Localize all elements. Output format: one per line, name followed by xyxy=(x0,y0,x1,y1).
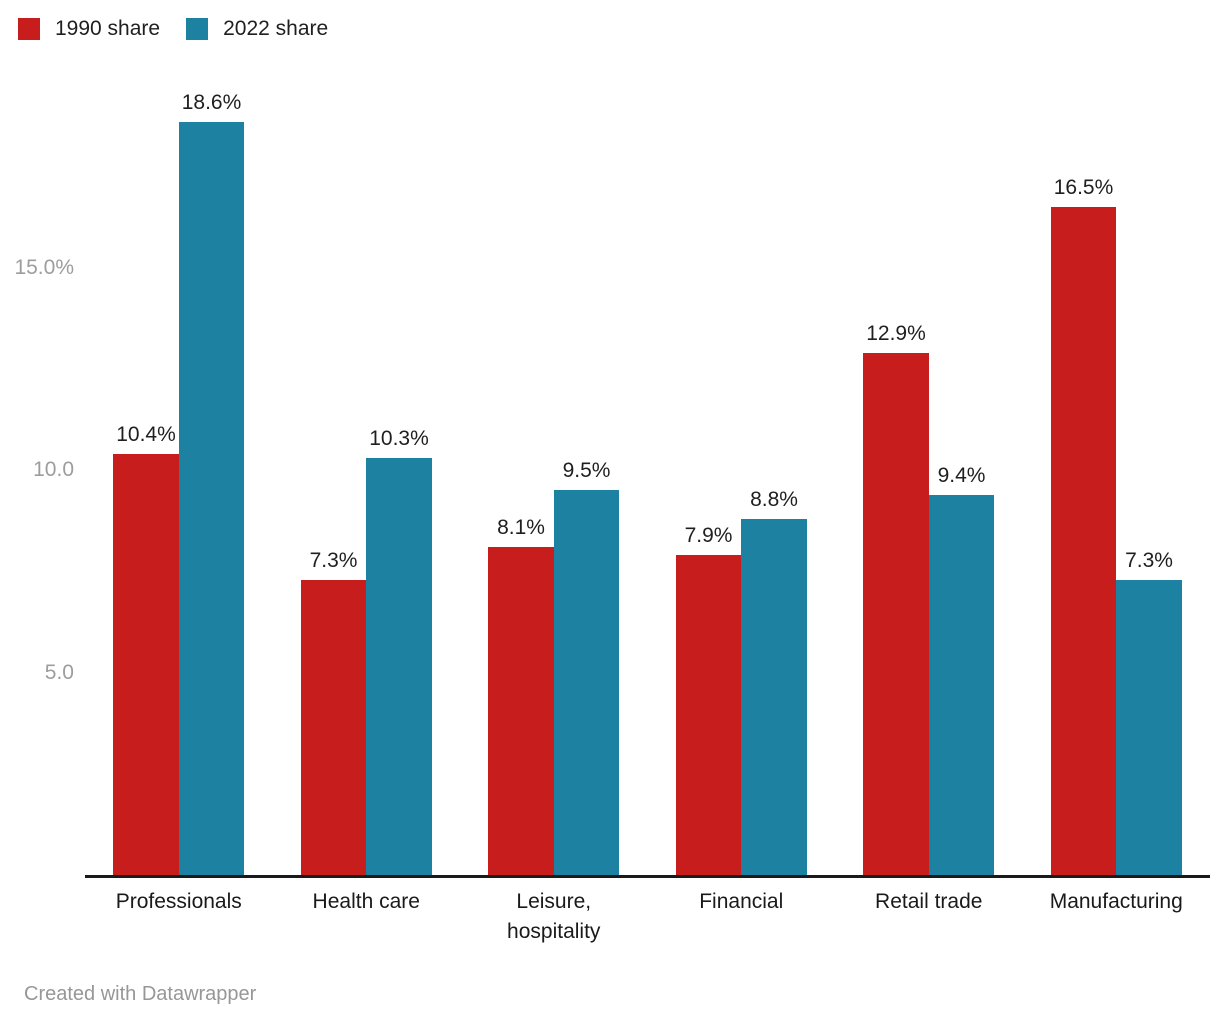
legend-item-1990: 1990 share xyxy=(18,17,160,41)
y-tick-label-10: 10.0 xyxy=(33,458,74,482)
value-label-2022-share-professionals: 18.6% xyxy=(181,91,242,115)
value-label-1990-share-financial: 7.9% xyxy=(684,524,733,548)
bar-1990-share-financial: 7.9% xyxy=(675,524,742,875)
bar-1990-share-manufacturing: 16.5% xyxy=(1050,176,1117,875)
category-label-health-care: Health care xyxy=(312,890,420,913)
bar-2022-share-retail-trade: 9.4% xyxy=(928,464,995,875)
bar-1990-share-leisure-hospitality: 8.1% xyxy=(488,516,554,875)
bar-group-professionals: 10.4% 18.6% xyxy=(85,0,273,875)
legend: 1990 share 2022 share xyxy=(18,17,328,41)
value-label-1990-share-professionals: 10.4% xyxy=(116,423,176,447)
bar-1990-share-professionals: 10.4% xyxy=(113,423,179,875)
category-label-retail-trade: Retail trade xyxy=(875,890,983,913)
bar-group-retail-trade: 12.9% 9.4% xyxy=(835,0,1023,875)
y-tick-label-5: 5.0 xyxy=(44,660,74,684)
bar-group-manufacturing: 16.5% 7.3% xyxy=(1023,0,1211,875)
category-label-professionals: Professionals xyxy=(115,890,242,913)
bar-2022-share-financial: 8.8% xyxy=(741,488,807,875)
value-label-1990-share-leisure-hospitality: 8.1% xyxy=(497,516,545,540)
x-axis-line xyxy=(85,875,1210,878)
bar-group-financial: 7.9% 8.8% xyxy=(648,0,836,875)
bar-2022-share-health-care: 10.3% xyxy=(366,427,432,875)
bar-1990-share-retail-trade: 12.9% xyxy=(863,322,929,875)
category-label-financial: Financial xyxy=(699,890,784,913)
category-label-manufacturing: Manufacturing xyxy=(1049,890,1183,913)
value-label-1990-share-manufacturing: 16.5% xyxy=(1053,176,1114,200)
value-label-1990-share-health-care: 7.3% xyxy=(309,548,358,572)
value-label-2022-share-health-care: 10.3% xyxy=(369,427,429,451)
value-label-2022-share-leisure-hospitality: 9.5% xyxy=(562,459,611,483)
legend-label-2022: 2022 share xyxy=(223,17,329,40)
attribution: Created with Datawrapper xyxy=(24,983,257,1005)
bar-2022-share-leisure-hospitality: 9.5% xyxy=(553,459,620,875)
plot-area: 10.4% 18.6% 7.3% 10.3% 8.1% 9.5% 7.9% 8.8% 12.9%… xyxy=(85,0,1210,875)
legend-item-2022: 2022 share xyxy=(186,17,328,41)
bar-group-leisure-hospitality: 8.1% 9.5% xyxy=(460,0,648,875)
legend-label-1990: 1990 share xyxy=(55,17,161,40)
value-label-2022-share-retail-trade: 9.4% xyxy=(937,463,986,487)
bar-2022-share-manufacturing: 7.3% xyxy=(1116,549,1182,875)
value-label-1990-share-retail-trade: 12.9% xyxy=(866,321,926,345)
y-tick-label-15: 15.0% xyxy=(14,255,74,279)
legend-swatch-1990 xyxy=(18,18,40,40)
bar-1990-share-health-care: 7.3% xyxy=(300,549,367,875)
bar-group-health-care: 7.3% 10.3% xyxy=(273,0,461,875)
value-label-2022-share-financial: 8.8% xyxy=(750,487,798,511)
bar-2022-share-professionals: 18.6% xyxy=(178,91,245,875)
value-label-2022-share-manufacturing: 7.3% xyxy=(1125,548,1173,572)
category-label-leisure-hospitality: Leisure, hospitality xyxy=(507,890,601,943)
legend-swatch-2022 xyxy=(186,18,209,40)
